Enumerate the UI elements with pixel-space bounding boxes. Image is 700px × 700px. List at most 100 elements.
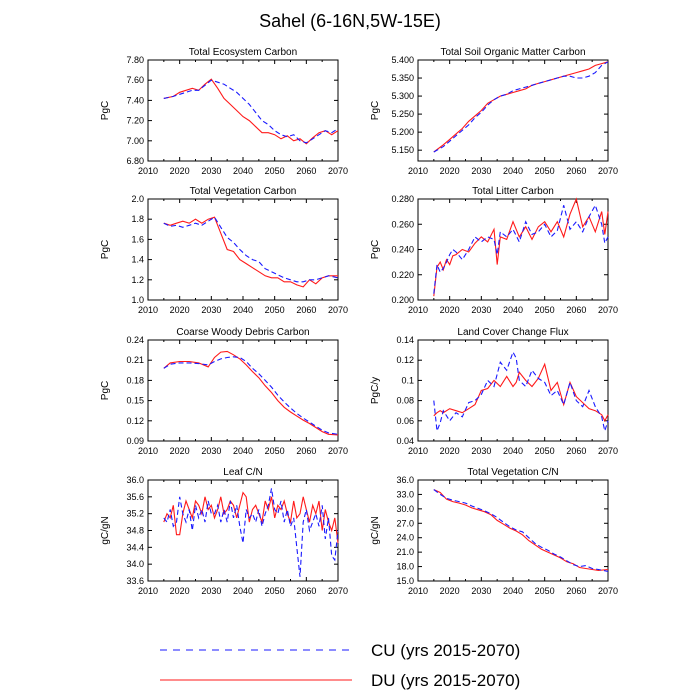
- x-tick-label: 2040: [233, 166, 253, 176]
- legend-du-label: DU (yrs 2015-2070): [371, 671, 520, 690]
- x-tick-label: 2050: [535, 166, 555, 176]
- y-tick-label: 0.220: [391, 270, 414, 280]
- y-tick-label: 36.0: [126, 475, 144, 485]
- x-tick-label: 2070: [328, 446, 348, 456]
- series-line-cu: [163, 216, 339, 283]
- y-tick-label: 0.12: [126, 416, 144, 426]
- chart-panel-4: Coarse Woody Debris Carbon 2010 2020 2030 20…: [100, 327, 348, 456]
- x-tick-label: 2070: [328, 166, 348, 176]
- x-tick-label: 2070: [328, 305, 348, 315]
- x-tick-label: 2060: [296, 586, 316, 596]
- y-axis-label: gC/gN: [100, 516, 111, 544]
- x-tick-label: 2040: [233, 586, 253, 596]
- y-tick-label: 2.0: [131, 194, 144, 204]
- x-tick-label: 2020: [440, 166, 460, 176]
- y-tick-label: 5.350: [391, 73, 414, 83]
- x-tick-label: 2050: [265, 586, 285, 596]
- series-line-cu: [433, 61, 609, 153]
- x-tick-label: 2020: [440, 305, 460, 315]
- series-line-du: [433, 489, 609, 571]
- y-tick-label: 0.12: [396, 355, 414, 365]
- x-tick-label: 2010: [408, 446, 428, 456]
- y-tick-label: 0.15: [126, 396, 144, 406]
- plot-frame: [147, 339, 339, 442]
- x-tick-label: 2010: [138, 305, 158, 315]
- plot-frame: [417, 479, 609, 582]
- y-tick-label: 0.18: [126, 375, 144, 385]
- y-tick-label: 0.200: [391, 295, 414, 305]
- x-tick-label: 2010: [138, 166, 158, 176]
- y-tick-label: 7.60: [126, 75, 144, 85]
- y-tick-label: 30.0: [396, 504, 414, 514]
- y-tick-label: 5.400: [391, 55, 414, 65]
- y-tick-label: 1.2: [131, 275, 144, 285]
- x-tick-label: 2030: [201, 446, 221, 456]
- figure-title: Sahel (6-16N,5W-15E): [259, 11, 441, 31]
- x-tick-label: 2070: [598, 166, 618, 176]
- chart-title: Total Ecosystem Carbon: [189, 47, 297, 58]
- x-tick-label: 2070: [598, 305, 618, 315]
- x-tick-label: 2040: [233, 305, 253, 315]
- x-tick-label: 2020: [170, 166, 190, 176]
- y-tick-label: 0.14: [396, 335, 414, 345]
- x-tick-label: 2010: [408, 305, 428, 315]
- x-tick-label: 2050: [535, 446, 555, 456]
- y-tick-label: 7.00: [126, 136, 144, 146]
- series-line-cu: [163, 79, 339, 144]
- chart-panel-2: Total Vegetation Carbon 2010 2020 2030 2040 2…: [100, 186, 348, 315]
- y-axis-label: PgC: [100, 381, 111, 400]
- y-tick-label: 1.8: [131, 214, 144, 224]
- x-tick-label: 2040: [503, 305, 523, 315]
- x-tick-label: 2030: [471, 446, 491, 456]
- y-tick-label: 18.0: [396, 562, 414, 572]
- x-tick-label: 2050: [265, 305, 285, 315]
- y-tick-label: 1.4: [131, 255, 144, 265]
- y-tick-label: 6.80: [126, 156, 144, 166]
- x-tick-label: 2050: [265, 166, 285, 176]
- y-tick-label: 1.0: [131, 295, 144, 305]
- y-tick-label: 36.0: [396, 475, 414, 485]
- chart-panel-6: Leaf C/N 2010 2020 2030 2040 2050 2060 2070 33.6…: [100, 467, 348, 596]
- y-tick-label: 0.260: [391, 219, 414, 229]
- x-tick-label: 2030: [471, 586, 491, 596]
- series-line-cu: [433, 350, 609, 434]
- x-tick-label: 2060: [296, 166, 316, 176]
- plot-frame: [417, 59, 609, 162]
- y-tick-label: 24.0: [396, 533, 414, 543]
- legend-cu-label: CU (yrs 2015-2070): [371, 641, 520, 660]
- chart-title: Leaf C/N: [223, 467, 262, 478]
- x-tick-label: 2020: [170, 446, 190, 456]
- y-tick-label: 33.0: [396, 489, 414, 499]
- series-line-du: [433, 197, 609, 297]
- legend: CU (yrs 2015-2070) DU (yrs 2015-2070): [160, 641, 520, 690]
- x-tick-label: 2020: [170, 305, 190, 315]
- chart-title: Land Cover Change Flux: [457, 327, 568, 338]
- series-line-cu: [163, 488, 339, 577]
- x-tick-label: 2040: [233, 446, 253, 456]
- x-tick-label: 2010: [138, 446, 158, 456]
- chart-title: Total Litter Carbon: [472, 186, 554, 197]
- y-tick-label: 5.300: [391, 91, 414, 101]
- x-tick-label: 2070: [328, 586, 348, 596]
- chart-title: Total Soil Organic Matter Carbon: [440, 47, 585, 58]
- y-axis-label: PgC: [100, 101, 111, 120]
- chart-title: Total Vegetation Carbon: [190, 186, 297, 197]
- y-tick-label: 35.6: [126, 492, 144, 502]
- y-axis-label: PgC: [370, 101, 381, 120]
- y-tick-label: 0.09: [126, 436, 144, 446]
- x-tick-label: 2010: [138, 586, 158, 596]
- y-tick-label: 35.2: [126, 509, 144, 519]
- plot-frame: [147, 198, 339, 301]
- series-line-cu: [433, 203, 609, 294]
- y-tick-label: 15.0: [396, 576, 414, 586]
- series-line-du: [433, 61, 609, 153]
- chart-title: Total Vegetation C/N: [467, 467, 558, 478]
- x-tick-label: 2060: [566, 305, 586, 315]
- y-tick-label: 0.21: [126, 355, 144, 365]
- y-axis-label: PgC: [100, 240, 111, 259]
- x-tick-label: 2010: [408, 166, 428, 176]
- x-tick-label: 2060: [566, 586, 586, 596]
- series-line-du: [163, 216, 338, 288]
- chart-panel-0: Total Ecosystem Carbon 2010 2020 2030 2040 20…: [100, 47, 348, 176]
- y-tick-label: 0.240: [391, 245, 414, 255]
